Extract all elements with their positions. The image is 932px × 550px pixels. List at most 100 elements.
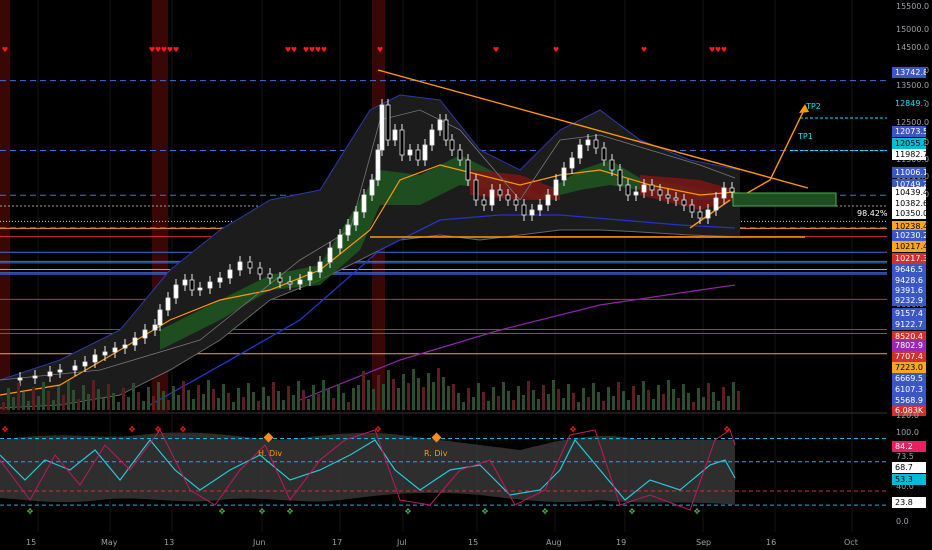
- price-tag: 10217.4: [892, 241, 926, 252]
- candle-body: [577, 144, 583, 159]
- volume-bar: [717, 401, 720, 410]
- candle-body: [337, 234, 343, 249]
- candle-body: [681, 199, 687, 206]
- volume-bar: [372, 389, 375, 410]
- signal-marker: ♥: [173, 46, 179, 54]
- candle-body: [689, 204, 695, 213]
- volume-bar: [417, 378, 420, 410]
- candle-body: [521, 204, 527, 216]
- volume-bar: [262, 387, 265, 410]
- volume-bar: [152, 396, 155, 410]
- volume-bar: [392, 379, 395, 410]
- price-tag: 9122.7: [892, 319, 926, 330]
- volume-bar: [347, 402, 350, 410]
- osc-buy-signal: ✥: [629, 507, 636, 516]
- price-tag: 6669.5: [892, 373, 926, 384]
- oscillator-tag: 84.2: [892, 441, 926, 452]
- price-tag: 10230.2: [892, 230, 926, 241]
- signal-marker: ♥: [721, 46, 727, 54]
- candle-body: [601, 147, 607, 161]
- time-axis-label: Jun: [253, 538, 266, 547]
- volume-bar: [172, 386, 175, 410]
- volume-bar: [332, 398, 335, 410]
- volume-bar: [197, 385, 200, 410]
- candle-body: [257, 267, 263, 275]
- volume-bar: [507, 391, 510, 410]
- oscillator-axis-tick: 100.0: [896, 428, 919, 437]
- candle-body: [277, 277, 283, 283]
- candle-body: [142, 329, 148, 339]
- price-tag: 12073.5: [892, 126, 926, 137]
- volume-bar: [122, 388, 125, 410]
- candle-body: [287, 281, 293, 285]
- signal-marker: ♥: [167, 46, 173, 54]
- candle-body: [415, 149, 421, 161]
- osc-sell-signal: ✥: [2, 425, 9, 434]
- candle-body: [57, 369, 63, 373]
- candle-body: [17, 377, 23, 381]
- volume-bar: [497, 396, 500, 410]
- volume-bar: [397, 388, 400, 410]
- volume-bar: [167, 400, 170, 410]
- volume-bar: [362, 371, 365, 410]
- osc-sell-signal: ✥: [375, 425, 382, 434]
- candle-body: [82, 361, 88, 367]
- volume-bar: [722, 387, 725, 410]
- candle-body: [665, 194, 671, 199]
- volume-bar: [327, 389, 330, 410]
- volume-bar: [52, 400, 55, 410]
- price-axis-tick: 14500.0: [896, 43, 930, 52]
- volume-bar: [537, 399, 540, 410]
- volume-bar: [182, 381, 185, 410]
- signal-marker: ♥: [309, 46, 315, 54]
- osc-buy-signal: ✥: [27, 507, 34, 516]
- arrow-head: [799, 104, 809, 113]
- volume-bar: [222, 384, 225, 410]
- volume-bar: [522, 395, 525, 410]
- candle-body: [561, 167, 567, 181]
- volume-bar: [12, 397, 15, 410]
- candle-body: [657, 189, 663, 196]
- candle-body: [449, 139, 455, 151]
- signal-marker: ♥: [315, 46, 321, 54]
- volume-bar: [127, 397, 130, 410]
- osc-sell-signal: ✥: [155, 425, 162, 434]
- candle-body: [102, 351, 108, 356]
- volume-bar: [657, 385, 660, 410]
- volume-bar: [202, 394, 205, 410]
- volume-bar: [107, 384, 110, 410]
- candle-body: [92, 354, 98, 363]
- signal-marker: ♥: [553, 46, 559, 54]
- volume-bar: [292, 395, 295, 410]
- volume-bar: [612, 396, 615, 410]
- price-tag: 12055.8: [892, 138, 926, 149]
- volume-bar: [247, 383, 250, 410]
- volume-bar: [272, 382, 275, 410]
- volume-bar: [132, 383, 135, 410]
- oscillator-tag: 53.3: [892, 474, 926, 485]
- volume-bar: [227, 393, 230, 410]
- osc-buy-signal: ✥: [482, 507, 489, 516]
- volume-bar: [642, 381, 645, 410]
- candle-body: [112, 347, 118, 353]
- signal-marker: ♥: [709, 46, 715, 54]
- oscillator-band: [0, 432, 735, 505]
- volume-bar: [472, 397, 475, 410]
- volume-bar: [672, 389, 675, 410]
- volume-bar: [622, 391, 625, 410]
- volume-bar: [432, 382, 435, 410]
- candle-body: [327, 247, 333, 263]
- price-tag: 10350.0: [892, 208, 926, 219]
- candle-body: [267, 273, 273, 279]
- osc-buy-signal: ✥: [542, 507, 549, 516]
- volume-bar: [562, 398, 565, 410]
- candle-body: [385, 104, 391, 141]
- signal-marker: ♥: [291, 46, 297, 54]
- volume-bar: [192, 399, 195, 410]
- candle-body: [537, 204, 543, 211]
- signal-marker: ♥: [155, 46, 161, 54]
- volume-bar: [57, 386, 60, 410]
- osc-buy-signal: ✥: [259, 507, 266, 516]
